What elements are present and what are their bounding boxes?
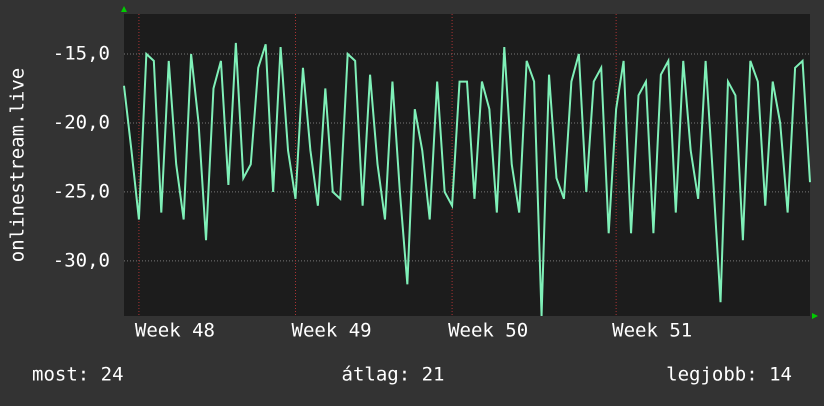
stat-best: legjobb: 14 [666, 364, 792, 386]
y-arrow [121, 6, 127, 12]
x-tick-label: Week 48 [135, 320, 215, 342]
y-tick-label: -20,0 [53, 111, 110, 133]
x-tick-label: Week 49 [292, 320, 372, 342]
y-tick-label: -30,0 [53, 249, 110, 271]
x-tick-label: Week 50 [448, 320, 528, 342]
plot-area [124, 14, 810, 316]
stat-average: átlag: 21 [342, 364, 445, 386]
x-arrow [812, 313, 818, 319]
y-axis-label: onlinestream.live [7, 68, 29, 262]
y-tick-label: -25,0 [53, 180, 110, 202]
y-tick-label: -15,0 [53, 42, 110, 64]
x-tick-label: Week 51 [612, 320, 692, 342]
data-line [123, 42, 811, 317]
stat-current: most: 24 [32, 364, 124, 386]
